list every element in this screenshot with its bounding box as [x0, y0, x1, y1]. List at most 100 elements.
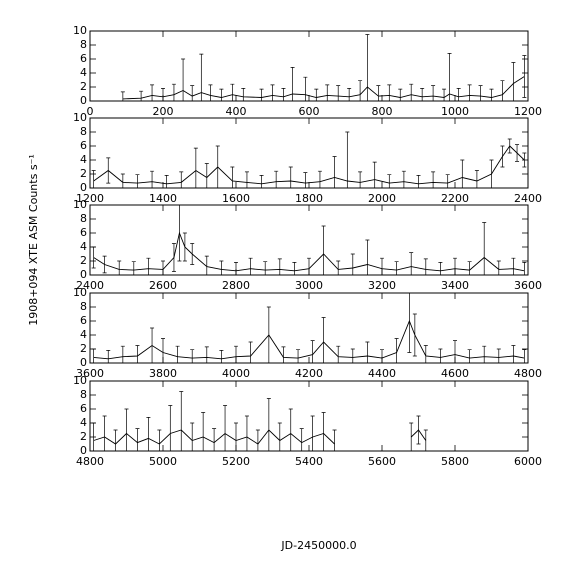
error-bar — [314, 88, 319, 101]
error-bar — [409, 252, 414, 275]
error-bar — [146, 417, 151, 451]
light-curve — [93, 429, 427, 445]
error-bar — [204, 163, 209, 188]
error-bar — [161, 338, 165, 363]
error-bar — [445, 174, 450, 188]
error-bar — [190, 349, 195, 363]
error-bar — [336, 260, 341, 275]
error-bar — [255, 429, 260, 451]
error-bar — [290, 67, 295, 101]
y-tick-label: 4 — [80, 416, 87, 429]
x-tick-label: 2400 — [514, 192, 542, 205]
error-bar — [161, 260, 165, 275]
error-bar — [131, 261, 136, 275]
y-tick-label: 8 — [80, 38, 87, 51]
x-tick-label: 1400 — [149, 192, 177, 205]
error-bar — [496, 348, 501, 363]
error-bar — [456, 88, 461, 101]
x-tick-label: 1200 — [514, 105, 542, 118]
error-bar — [500, 145, 505, 168]
error-bar — [106, 157, 111, 184]
error-bar — [401, 170, 406, 188]
error-bar — [380, 349, 384, 363]
error-bar — [281, 346, 286, 363]
error-bar — [407, 293, 412, 353]
error-bar — [106, 350, 111, 363]
error-bar — [277, 422, 282, 451]
x-tick-label: 4400 — [368, 367, 396, 380]
error-bar — [365, 239, 370, 275]
error-bar — [358, 171, 363, 188]
y-tick-label: 6 — [80, 52, 87, 65]
error-bar — [274, 170, 279, 188]
error-bar — [365, 34, 370, 101]
error-bar — [317, 170, 322, 188]
panel-data — [91, 131, 527, 188]
x-tick-label: 4000 — [222, 367, 250, 380]
error-bar — [212, 428, 217, 451]
y-tick-label: 0 — [80, 444, 87, 457]
error-bar — [478, 85, 483, 101]
panel-data — [91, 391, 428, 451]
y-tick-label: 4 — [80, 66, 87, 79]
x-tick-label: 3600 — [514, 279, 542, 292]
error-bar — [150, 327, 155, 363]
x-tick-label: 5000 — [149, 455, 177, 468]
error-bar — [394, 261, 399, 275]
error-bar — [150, 170, 155, 188]
error-bar — [277, 258, 282, 275]
error-bar — [168, 405, 173, 451]
error-bar — [259, 175, 264, 188]
error-bar — [522, 55, 527, 98]
error-bar — [244, 171, 249, 188]
error-bar — [91, 348, 96, 363]
error-bar — [161, 88, 165, 101]
error-bar — [460, 159, 465, 188]
x-tick-label: 5800 — [441, 455, 469, 468]
y-tick-label: 10 — [73, 374, 87, 387]
panel-frame — [89, 292, 529, 364]
error-bar — [193, 147, 198, 188]
error-bar — [124, 408, 129, 451]
x-tick-label: 1200 — [76, 192, 104, 205]
y-tick-label: 6 — [80, 226, 87, 239]
error-bar — [336, 85, 341, 101]
error-bar — [292, 262, 297, 275]
light-curve — [93, 319, 525, 360]
error-bar — [423, 429, 428, 451]
x-tick-label: 3800 — [149, 367, 177, 380]
y-tick-label: 10 — [73, 286, 87, 299]
y-tick-label: 0 — [80, 356, 87, 369]
error-bar — [350, 253, 355, 275]
x-tick-label: 2200 — [441, 192, 469, 205]
error-bar — [321, 225, 326, 275]
error-bar — [332, 429, 337, 451]
error-bar — [511, 345, 516, 363]
error-bar — [387, 84, 392, 101]
error-bar — [102, 415, 107, 451]
x-tick-label: 4800 — [514, 367, 542, 380]
error-bar — [199, 53, 204, 101]
panel-data — [91, 293, 527, 363]
error-bar — [522, 152, 527, 168]
error-bar — [263, 261, 268, 275]
error-bar — [438, 262, 443, 275]
error-bar — [91, 246, 96, 269]
error-bar — [467, 261, 472, 275]
error-bar — [223, 405, 228, 451]
error-bar — [310, 415, 315, 451]
error-bar — [204, 255, 209, 275]
error-bar — [438, 348, 443, 363]
y-tick-label: 6 — [80, 314, 87, 327]
error-bar — [522, 262, 527, 275]
error-bar — [234, 345, 238, 363]
error-bar — [171, 83, 176, 101]
error-bar — [175, 345, 180, 363]
error-bar — [365, 341, 370, 363]
error-bar — [347, 88, 352, 101]
x-tick-label: 1000 — [441, 105, 469, 118]
error-bar — [120, 91, 125, 101]
x-tick-label: 4600 — [441, 367, 469, 380]
